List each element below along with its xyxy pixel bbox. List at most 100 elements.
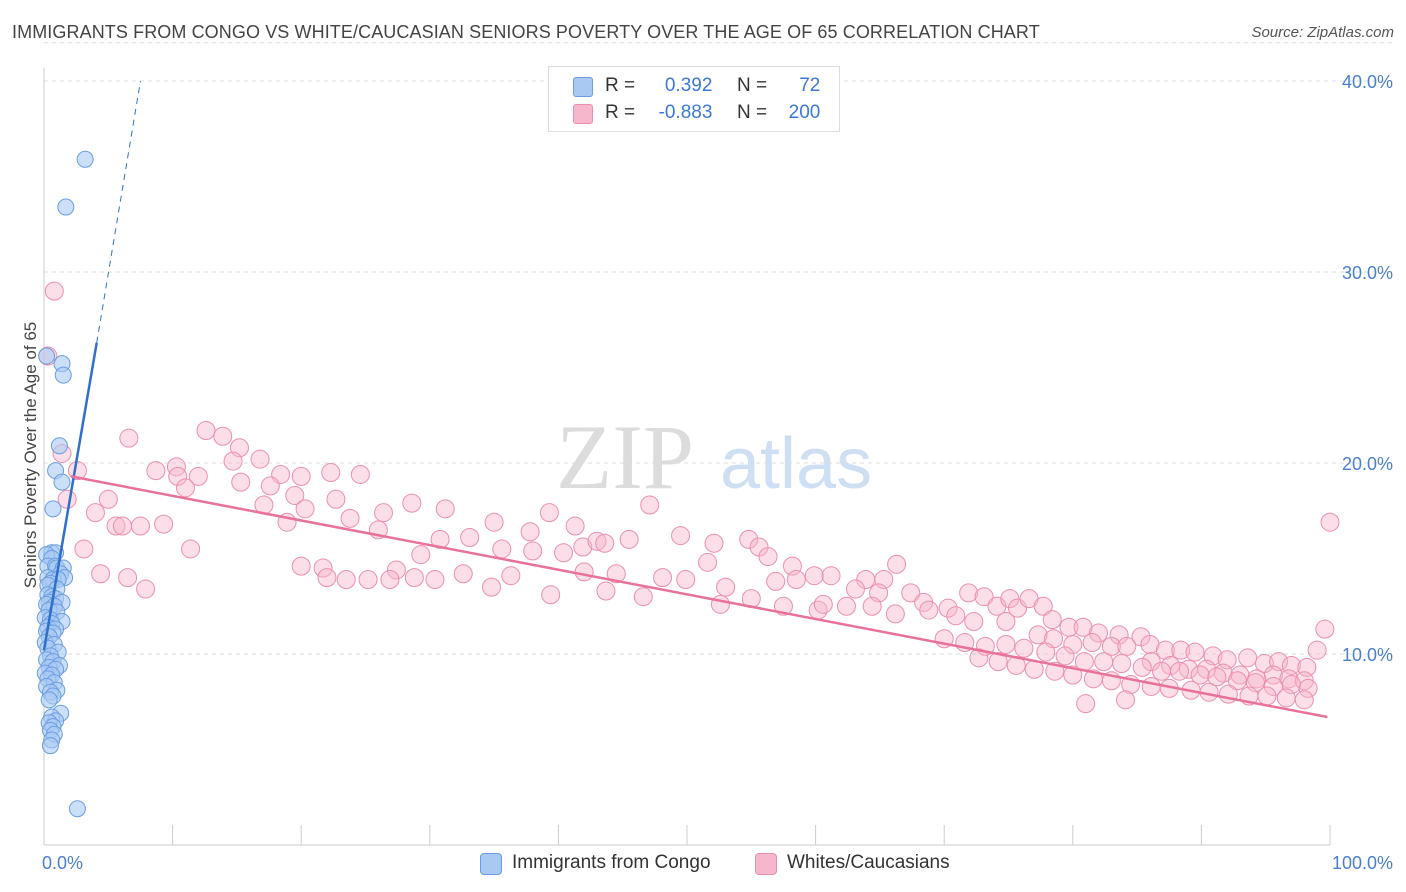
- point-whites: [959, 583, 979, 603]
- point-whites: [1132, 657, 1152, 677]
- point-whites: [919, 600, 939, 620]
- point-whites: [1055, 646, 1075, 666]
- point-whites: [1109, 625, 1129, 645]
- legend-swatch-congo: [480, 853, 502, 875]
- y-axis-label: Seniors Poverty Over the Age of 65: [21, 322, 40, 588]
- point-whites: [1000, 589, 1020, 609]
- point-whites: [606, 564, 626, 584]
- tick-labels: 10.0% 20.0% 30.0% 40.0% 0.0% 100.0%: [42, 72, 1393, 873]
- point-whites: [119, 428, 139, 448]
- point-whites: [653, 568, 673, 588]
- point-whites: [969, 648, 989, 668]
- point-whites: [386, 560, 406, 580]
- point-whites: [716, 577, 736, 597]
- point-whites: [313, 558, 333, 578]
- trend-lines: [42, 80, 1328, 719]
- point-whites: [938, 598, 958, 618]
- point-whites: [996, 612, 1016, 632]
- point-whites: [380, 570, 400, 590]
- watermark: ZIP atlas: [556, 406, 872, 508]
- point-whites: [1238, 648, 1258, 668]
- point-whites: [698, 552, 718, 572]
- point-whites: [574, 562, 594, 582]
- point-congo: [44, 500, 62, 518]
- point-whites: [596, 581, 616, 601]
- trend-line-whites: [70, 475, 1328, 719]
- point-whites: [758, 547, 778, 567]
- point-whites: [710, 594, 730, 614]
- point-whites: [813, 594, 833, 614]
- legend-n-label: N =: [736, 102, 768, 123]
- point-whites: [619, 529, 639, 549]
- point-whites: [1141, 676, 1161, 696]
- point-whites: [106, 516, 126, 536]
- point-whites: [887, 554, 907, 574]
- point-congo: [41, 737, 59, 755]
- point-whites: [1014, 638, 1034, 658]
- chart-title: IMMIGRANTS FROM CONGO VS WHITE/CAUCASIAN…: [12, 22, 1040, 42]
- point-whites: [523, 541, 543, 561]
- point-whites: [484, 512, 504, 532]
- point-whites: [188, 466, 208, 486]
- point-whites: [554, 543, 574, 563]
- trend-line-congo-extension: [96, 80, 141, 343]
- point-whites: [1320, 512, 1340, 532]
- point-whites: [1263, 665, 1283, 685]
- point-whites: [285, 485, 305, 505]
- point-whites: [1063, 634, 1083, 654]
- point-whites: [453, 564, 473, 584]
- point-whites: [1089, 623, 1109, 643]
- point-whites: [520, 522, 540, 542]
- watermark-atlas: atlas: [720, 424, 872, 504]
- legend-swatch-whites: [573, 104, 593, 124]
- point-whites: [1117, 636, 1137, 656]
- point-whites: [565, 516, 585, 536]
- point-whites: [671, 526, 691, 546]
- point-whites: [541, 585, 561, 605]
- point-whites: [430, 529, 450, 549]
- point-whites: [1171, 640, 1191, 660]
- point-whites: [91, 564, 111, 584]
- point-whites: [112, 516, 132, 536]
- point-whites: [1082, 633, 1102, 653]
- point-whites: [1112, 654, 1132, 674]
- point-whites: [1170, 661, 1190, 681]
- point-whites: [1190, 665, 1210, 685]
- point-whites: [404, 568, 424, 588]
- trend-line-congo: [42, 342, 98, 651]
- point-whites: [946, 606, 966, 626]
- y-tick-label: 30.0%: [1342, 263, 1393, 283]
- source-label: Source: ZipAtlas.com: [1251, 24, 1394, 41]
- legend-n-value: 200: [788, 102, 821, 123]
- point-whites: [573, 537, 593, 557]
- series-congo-points: [36, 150, 94, 818]
- point-whites: [1161, 655, 1181, 675]
- point-whites: [766, 571, 786, 591]
- point-whites: [492, 539, 512, 559]
- point-whites: [213, 426, 233, 446]
- y-tick-label: 40.0%: [1342, 72, 1393, 92]
- legend-n-label: N =: [736, 75, 768, 96]
- x-tick-label-max: 100.0%: [1332, 853, 1393, 873]
- legend-r-value: 0.392: [664, 75, 713, 96]
- point-whites: [326, 489, 346, 509]
- point-whites: [1152, 661, 1172, 681]
- legend-n-value: 72: [799, 75, 821, 96]
- point-whites: [1101, 636, 1121, 656]
- point-congo: [57, 198, 75, 216]
- y-tick-label: 10.0%: [1342, 645, 1393, 665]
- point-whites: [98, 489, 118, 509]
- point-whites: [154, 514, 174, 534]
- point-whites: [295, 499, 315, 519]
- bottom-legend: Immigrants from Congo Whites/Caucasians: [0, 850, 1406, 878]
- point-congo: [68, 800, 86, 818]
- point-whites: [435, 499, 455, 519]
- point-whites: [231, 472, 251, 492]
- point-whites: [633, 587, 653, 607]
- point-whites: [340, 508, 360, 528]
- point-whites: [460, 527, 480, 547]
- point-whites: [845, 579, 865, 599]
- point-whites: [1033, 596, 1053, 616]
- legend-swatch-congo: [573, 77, 593, 97]
